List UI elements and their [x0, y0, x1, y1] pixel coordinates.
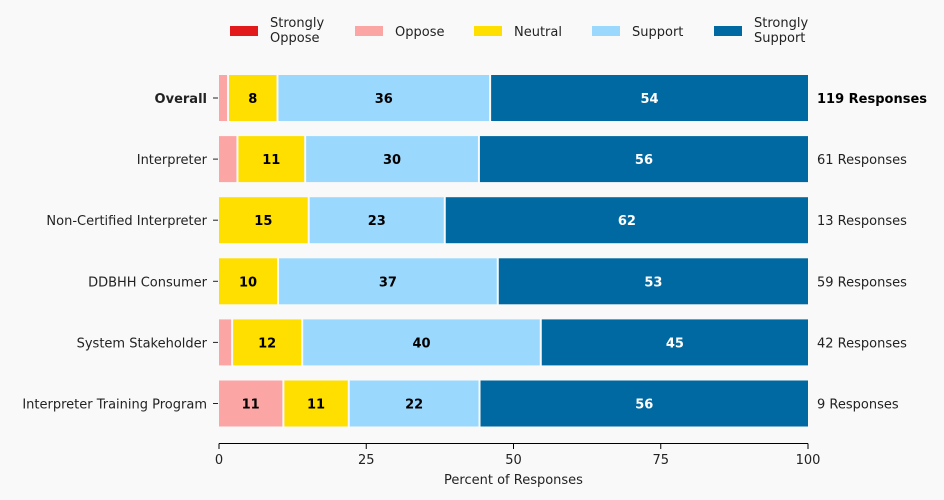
bar-row-interpreter-training-program: 11 11 22 56	[219, 380, 808, 427]
legend-label: Support	[754, 31, 805, 46]
x-axis: Percent of Responses 0 25 50 75 100	[215, 443, 821, 488]
bar-segment-neutral	[284, 380, 348, 427]
legend-label: Strongly	[270, 16, 324, 31]
bar-segment-strongly-support	[541, 319, 808, 366]
legend-swatch	[714, 26, 742, 36]
data-label: 11	[307, 398, 325, 413]
data-label: 30	[383, 153, 401, 168]
x-tick-label: 0	[215, 453, 223, 468]
data-label: 54	[641, 92, 659, 107]
data-label: 40	[412, 336, 430, 351]
bar-row-system-stakeholder: 12 40 45	[219, 319, 808, 366]
bar-segment-neutral	[238, 136, 305, 183]
bars: 8 36 54 11 30 56 15 23 62 10 37 53 12 40 45 11 11 22 56	[219, 75, 808, 427]
y-tick-label: Non-Certified Interpreter	[46, 214, 207, 229]
x-tick-label: 50	[505, 453, 522, 468]
bar-segment-oppose	[219, 75, 228, 121]
response-count-label: 13 Responses	[817, 214, 907, 229]
x-tick-label: 100	[796, 453, 821, 468]
data-label: 62	[618, 214, 636, 229]
bar-row-overall: 8 36 54	[219, 75, 808, 121]
response-counts: 119 Responses 61 Responses 13 Responses 59 …	[817, 92, 927, 413]
response-count-label: 61 Responses	[817, 153, 907, 168]
bar-segment-strongly-support	[480, 380, 808, 427]
response-count-label: 42 Responses	[817, 336, 907, 351]
data-label: 23	[368, 214, 386, 229]
legend-swatch	[592, 26, 620, 36]
data-label: 8	[248, 92, 257, 107]
data-label: 15	[254, 214, 272, 229]
bar-row-non-certified-interpreter: 15 23 62	[219, 197, 808, 244]
bar-segment-strongly-support	[491, 75, 808, 121]
bar-row-interpreter: 11 30 56	[219, 136, 808, 183]
bar-segment-strongly-support	[445, 197, 808, 244]
legend-item-neutral: Neutral	[474, 25, 562, 40]
bar-row-ddbhh-consumer: 10 37 53	[219, 258, 808, 305]
bar-segment-neutral	[219, 197, 308, 244]
response-count-label: 9 Responses	[817, 398, 899, 413]
y-tick-label: Overall	[155, 92, 207, 107]
data-label: 56	[635, 153, 653, 168]
bar-segment-support	[349, 380, 479, 427]
y-axis: Overall Interpreter Non-Certified Interpre…	[22, 92, 218, 413]
bar-segment-support	[306, 136, 478, 183]
data-label: 22	[405, 398, 423, 413]
legend-swatch	[230, 26, 258, 36]
legend-item-support: Support	[592, 25, 683, 40]
data-label: 56	[635, 398, 653, 413]
legend-label: Oppose	[270, 31, 319, 46]
bar-segment-oppose	[219, 319, 232, 366]
bar-segment-neutral	[233, 319, 302, 366]
data-label: 10	[239, 275, 257, 290]
bar-segment-oppose	[219, 380, 283, 427]
response-count-label: 59 Responses	[817, 275, 907, 290]
data-label: 11	[242, 398, 260, 413]
data-label: 37	[379, 275, 397, 290]
y-tick-label: DDBHH Consumer	[88, 275, 208, 290]
data-label: 45	[666, 336, 684, 351]
data-label: 12	[258, 336, 276, 351]
legend-item-oppose: Oppose	[355, 25, 444, 40]
response-count-label: 119 Responses	[817, 92, 927, 107]
bar-segment-neutral	[219, 258, 278, 305]
legend-label: Neutral	[514, 25, 562, 40]
bar-segment-strongly-support	[498, 258, 808, 305]
bar-segment-support	[303, 319, 540, 366]
data-label: 11	[262, 153, 280, 168]
bar-segment-support	[279, 258, 497, 305]
legend-swatch	[474, 26, 502, 36]
legend-label: Support	[632, 25, 683, 40]
bar-segment-oppose	[219, 136, 237, 183]
legend-label: Strongly	[754, 16, 808, 31]
bar-segment-neutral	[229, 75, 277, 121]
data-label: 36	[375, 92, 393, 107]
legend-label: Oppose	[395, 25, 444, 40]
bar-segment-support	[278, 75, 490, 121]
x-tick-label: 25	[358, 453, 375, 468]
x-axis-label: Percent of Responses	[444, 473, 583, 488]
data-label: 53	[644, 275, 662, 290]
bar-segment-support	[309, 197, 444, 244]
bar-segment-strongly-support	[479, 136, 808, 183]
y-tick-label: Interpreter Training Program	[22, 398, 207, 413]
y-tick-label: Interpreter	[137, 153, 208, 168]
legend-swatch	[355, 26, 383, 36]
y-tick-label: System Stakeholder	[77, 336, 208, 351]
x-tick-label: 75	[652, 453, 669, 468]
